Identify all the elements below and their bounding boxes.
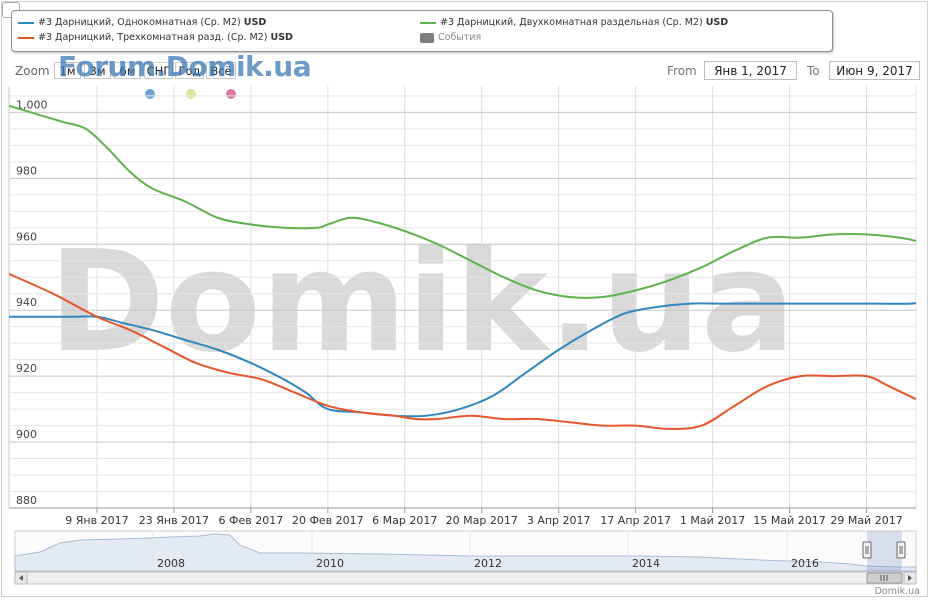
zoom-6m-button[interactable]: 6м (114, 62, 141, 79)
legend-label: #3 Дарницкий, Трехкомнатная разд. (Ср. М… (38, 32, 268, 43)
zoom-all-button[interactable]: Всё (206, 62, 236, 79)
legend-label: События (438, 32, 482, 43)
footer-credit: Domik.ua (874, 586, 920, 597)
zoom-1y-button[interactable]: Год (175, 62, 204, 79)
x-tick-label: 15 Май 2017 (753, 514, 825, 527)
to-label: To (807, 64, 820, 78)
legend-swatch (18, 21, 34, 24)
legend-currency: USD (243, 17, 267, 28)
legend-item-three-room[interactable]: #3 Дарницкий, Трехкомнатная разд. (Ср. М… (18, 32, 293, 43)
zoom-1m-button[interactable]: 1м (54, 62, 81, 79)
y-tick-label: 900 (16, 428, 37, 441)
x-tick-label: 9 Янв 2017 (65, 514, 128, 527)
x-tick-label: 3 Апр 2017 (527, 514, 591, 527)
y-tick-label: 940 (16, 296, 37, 309)
zoom-3m-button[interactable]: 3м (84, 62, 111, 79)
legend-item-one-room[interactable]: #3 Дарницкий, Однокомнатная (Ср. М2) USD (18, 17, 266, 28)
x-tick-label: 1 Май 2017 (680, 514, 745, 527)
arrow-right-icon (908, 575, 912, 581)
from-label: From (667, 64, 697, 78)
series-line-two-room (9, 104, 916, 299)
x-tick-label: 20 Мар 2017 (446, 514, 518, 527)
from-date-input[interactable]: Янв 1, 2017 (704, 61, 797, 80)
forum-watermark: Forum.Domik.ua (58, 50, 312, 83)
scrollbar-track (14, 571, 917, 585)
legend-label: #3 Дарницкий, Двухкомнатная раздельная (… (440, 17, 703, 28)
navigator-year-label: 2008 (157, 557, 185, 570)
legend-swatch (420, 21, 436, 24)
events-swatch (420, 32, 434, 43)
navigator-year-label: 2014 (632, 557, 660, 570)
navigator-selection (867, 531, 902, 571)
to-date-input[interactable]: Июн 9, 2017 (829, 61, 920, 80)
x-tick-label: 20 Фев 2017 (292, 514, 364, 527)
navigator-area (14, 533, 917, 572)
legend-swatch (18, 36, 34, 39)
y-tick-label: 1,000 (16, 98, 48, 111)
x-tick-label: 29 Май 2017 (830, 514, 902, 527)
series-line-one-room (9, 302, 916, 418)
navigator-handle[interactable] (862, 541, 872, 559)
y-tick-label: 920 (16, 362, 37, 375)
legend-currency: USD (270, 32, 293, 43)
arrow-left-icon (19, 575, 23, 581)
y-tick-label: 980 (16, 164, 37, 177)
x-tick-label: 23 Янв 2017 (139, 514, 209, 527)
zoom-ytd-button[interactable]: СНГ (144, 62, 173, 79)
legend-item-events[interactable]: События (420, 32, 481, 43)
indicator-dot[interactable] (186, 89, 196, 99)
y-tick-label: 880 (16, 494, 37, 507)
legend-currency: USD (705, 17, 729, 28)
x-tick-label: 6 Фев 2017 (219, 514, 284, 527)
navigator-handle[interactable] (896, 541, 906, 559)
navigator-year-label: 2010 (316, 557, 344, 570)
navigator-year-label: 2012 (474, 557, 502, 570)
x-tick-label: 17 Апр 2017 (600, 514, 671, 527)
y-tick-label: 960 (16, 230, 37, 243)
indicator-dot[interactable] (226, 89, 236, 99)
legend: #3 Дарницкий, Однокомнатная (Ср. М2) USD… (11, 10, 833, 52)
x-tick-label: 6 Мар 2017 (372, 514, 437, 527)
navigator-year-label: 2016 (791, 557, 819, 570)
domik-watermark: Domik.ua (49, 221, 796, 384)
series-line-three-room (9, 273, 916, 430)
indicator-dot[interactable] (145, 89, 155, 99)
legend-label: #3 Дарницкий, Однокомнатная (Ср. М2) (38, 17, 241, 28)
legend-item-two-room[interactable]: #3 Дарницкий, Двухкомнатная раздельная (… (420, 17, 728, 28)
zoom-label: Zoom (15, 64, 50, 78)
